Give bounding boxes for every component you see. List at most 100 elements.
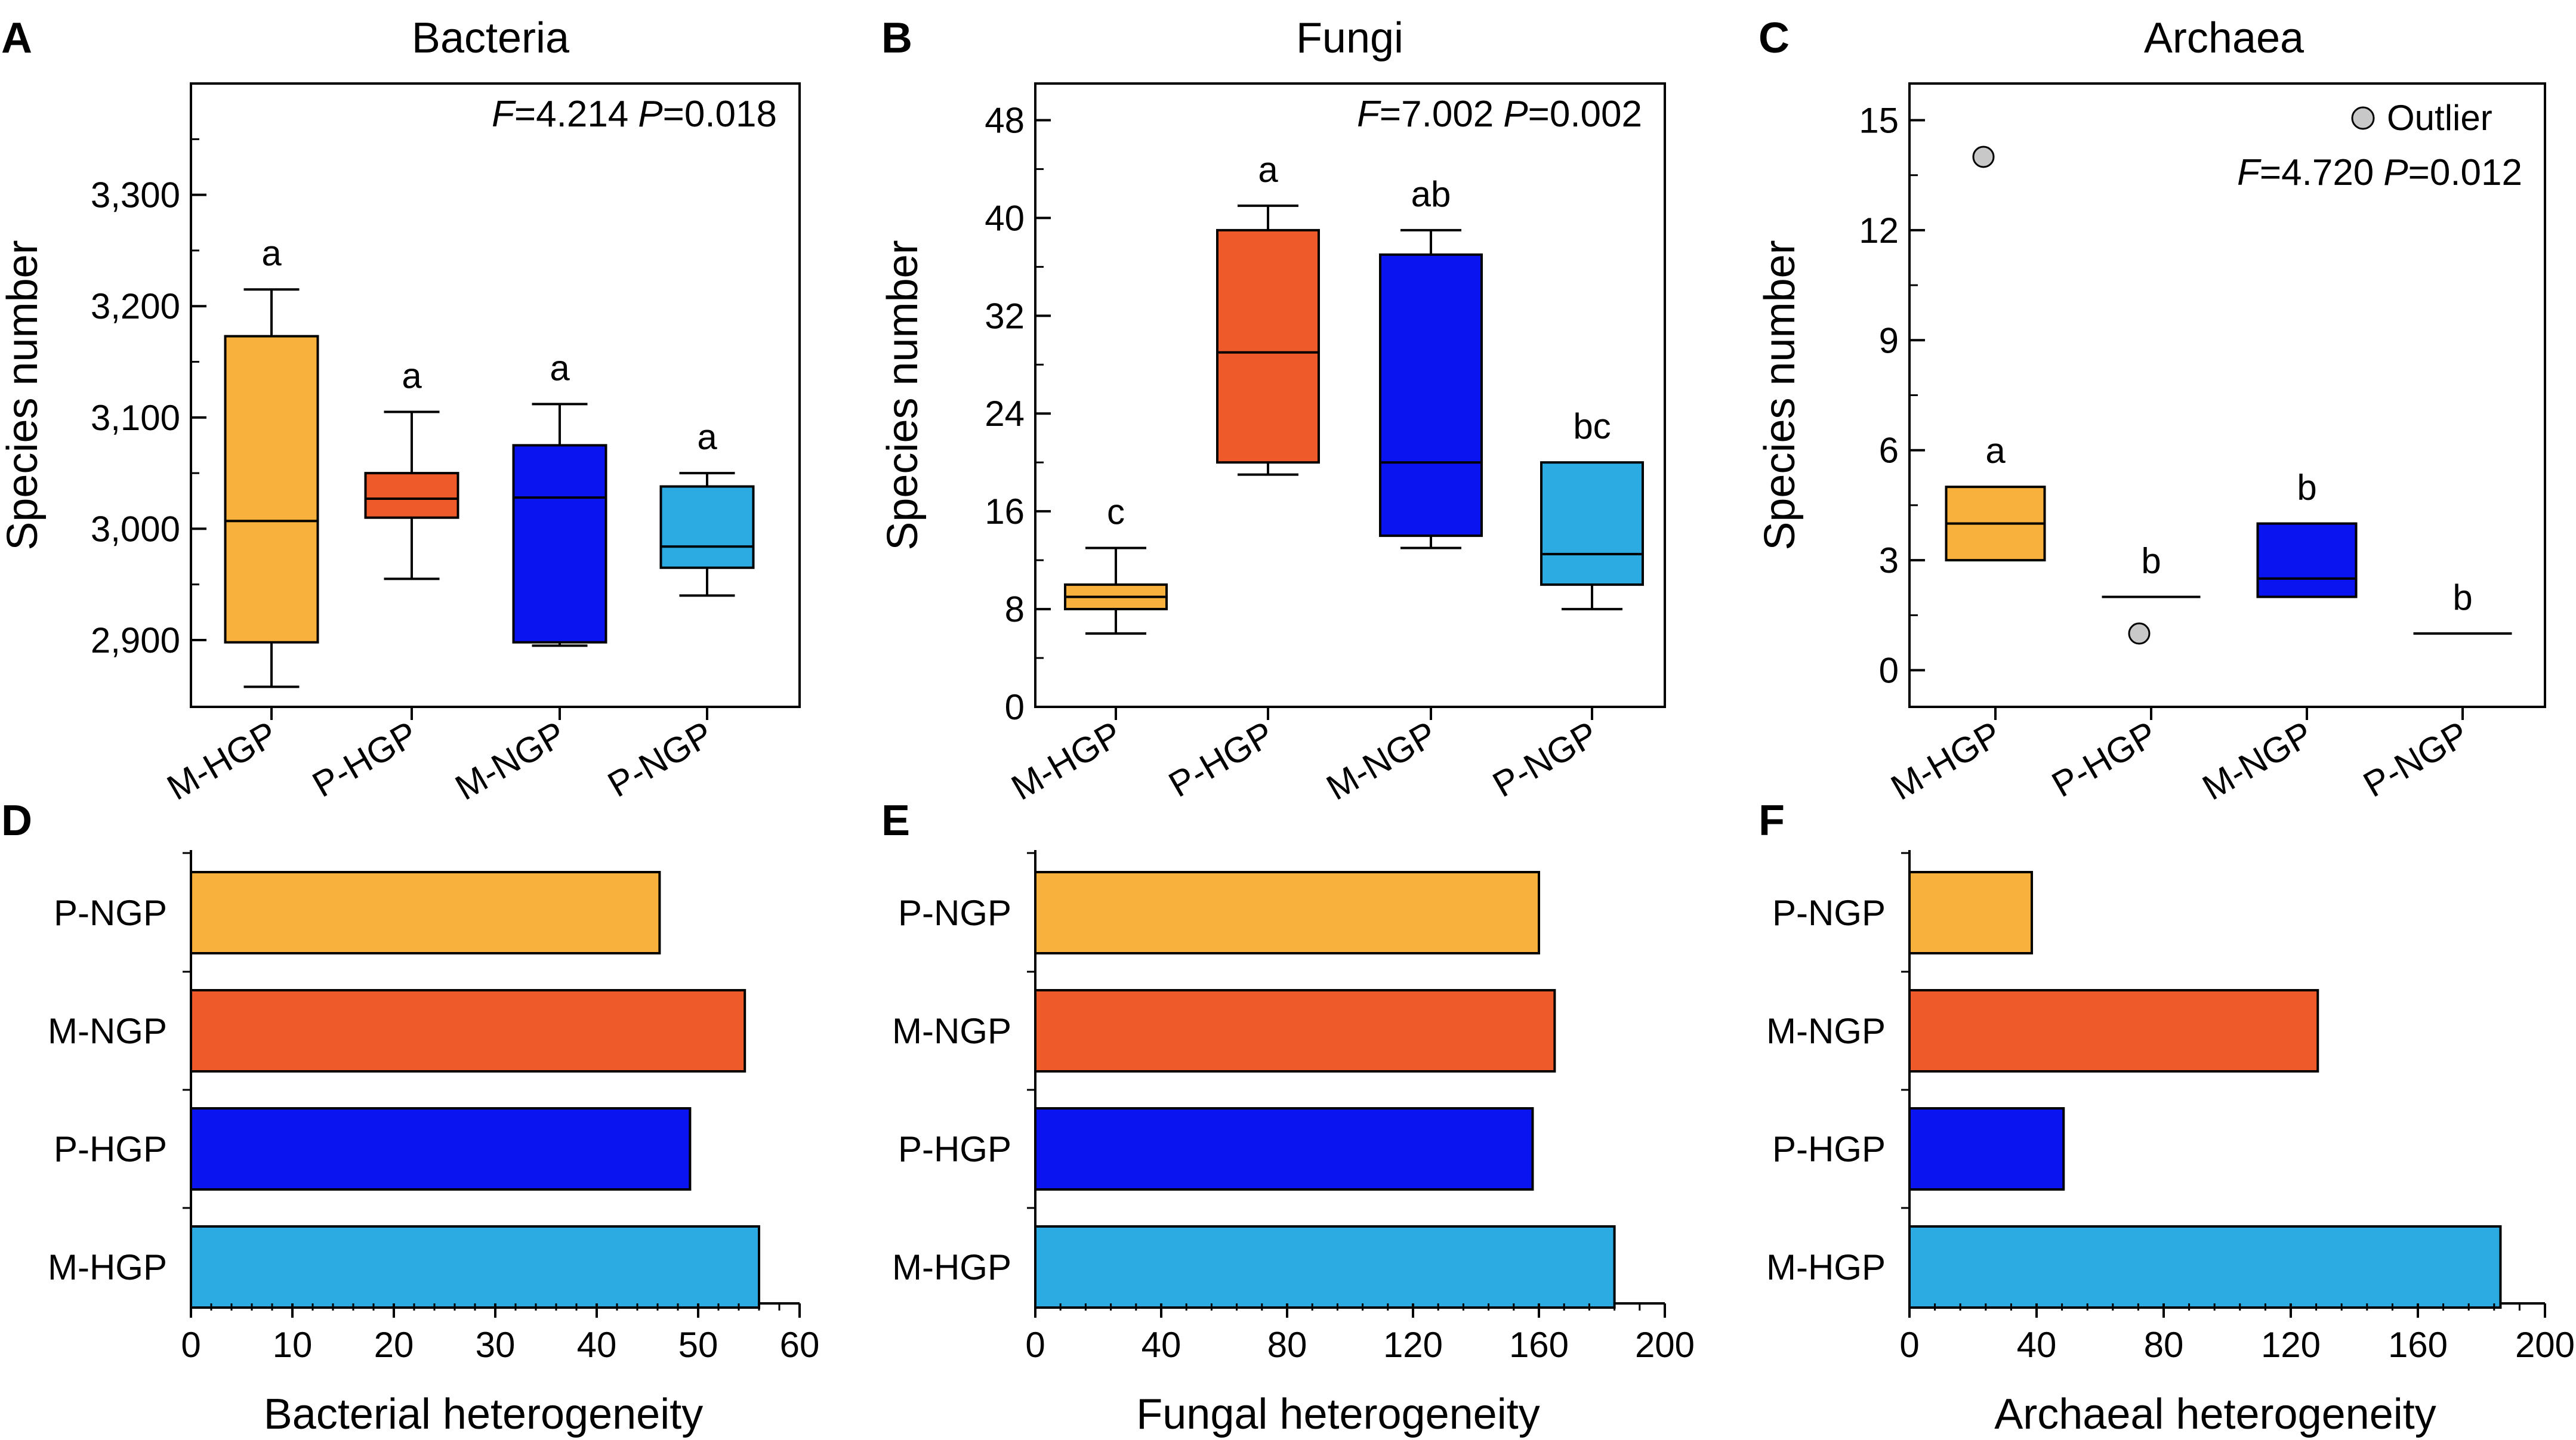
- box-p-ngp: bc: [1540, 406, 1644, 611]
- y-category-label: M-HGP: [892, 1247, 1011, 1287]
- y-tick-label: 48: [985, 100, 1025, 140]
- significance-letter: a: [1985, 431, 2006, 471]
- y-tick-label: 16: [985, 492, 1025, 531]
- stat-p-value: =0.012: [2408, 152, 2522, 193]
- bar-p-hgp: [190, 1107, 692, 1191]
- bar-m-ngp: [1034, 989, 1556, 1073]
- x-category-label: P-NGP: [601, 713, 719, 805]
- panel-b: B Fungi Species number 0 8 16 24 32 40 48 M-HGP P-H…: [879, 14, 1666, 808]
- y-category-label: M-HGP: [1766, 1247, 1886, 1287]
- stat-annotation: F=7.002 P=0.002: [1357, 94, 1642, 135]
- box-p-hgp: b: [2102, 541, 2201, 645]
- stat-p-label: P: [2383, 152, 2408, 193]
- y-category-label: P-NGP: [54, 893, 167, 933]
- stat-p-value: =0.002: [1528, 94, 1642, 135]
- x-tick-label: 0: [181, 1325, 200, 1365]
- bar-p-hgp: [1034, 1107, 1534, 1191]
- panel-title: Archaea: [2144, 14, 2304, 62]
- box-iqr: [224, 335, 319, 644]
- panel-label: D: [1, 797, 32, 845]
- stat-f-value: =4.214: [514, 94, 628, 135]
- y-tick-label: 8: [1005, 589, 1025, 629]
- y-tick-label: 6: [1879, 431, 1899, 471]
- bar-p-ngp: [1908, 871, 2034, 954]
- box-iqr: [1540, 461, 1644, 586]
- box-p-hgp: a: [1216, 150, 1320, 476]
- significance-letter: b: [2452, 577, 2472, 617]
- x-axis-label: Archaeal heterogeneity: [1994, 1390, 2436, 1438]
- x-tick-label: 200: [2515, 1325, 2575, 1365]
- x-tick-label: 120: [2261, 1325, 2321, 1365]
- bar-m-hgp: [1908, 1225, 2502, 1309]
- stat-f-value: =4.720: [2260, 152, 2374, 193]
- panel-label: F: [1759, 797, 1785, 845]
- x-category-label: P-HGP: [306, 713, 424, 805]
- box-p-ngp: b: [2413, 577, 2512, 635]
- bar-m-hgp: [190, 1225, 760, 1309]
- bar-m-ngp: [1908, 989, 2319, 1073]
- stat-p-value: =0.018: [663, 94, 777, 135]
- outlier-point: [2128, 622, 2151, 645]
- x-tick-label: 0: [1899, 1325, 1919, 1365]
- y-category-label: P-HGP: [1772, 1129, 1886, 1169]
- y-tick-label: 32: [985, 296, 1025, 336]
- x-category-label: P-NGP: [1486, 713, 1604, 805]
- bar-m-hgp: [1034, 1225, 1616, 1309]
- panel-d: D P-NGP M-NGP P-HGP M-HGP 0 10 20 30 40 50 60 Bacter…: [1, 797, 819, 1438]
- stat-f-label: F: [492, 94, 516, 135]
- x-tick-label: 160: [2388, 1325, 2448, 1365]
- x-category-label: M-HGP: [1005, 713, 1128, 808]
- panel-a: A Bacteria Species number 2,900 3,000 3,100 3,…: [0, 14, 801, 808]
- y-axis-label: Species number: [0, 240, 47, 550]
- x-tick-label: 50: [678, 1325, 718, 1365]
- y-tick-label: 0: [1879, 651, 1899, 691]
- bar-p-ngp: [1034, 871, 1540, 954]
- x-axis-label: Bacterial heterogeneity: [264, 1390, 703, 1438]
- y-tick-label: 3,300: [91, 175, 180, 215]
- box-m-ngp: ab: [1379, 174, 1483, 549]
- x-tick-label: 40: [577, 1325, 617, 1365]
- y-axis-label: Species number: [1756, 240, 1804, 550]
- x-category-label: P-HGP: [2045, 713, 2163, 805]
- x-tick-label: 160: [1509, 1325, 1569, 1365]
- box-m-hgp: a: [224, 233, 319, 688]
- bar-m-ngp: [190, 989, 746, 1073]
- x-tick-label: 40: [1142, 1325, 1181, 1365]
- bar-p-ngp: [190, 871, 661, 954]
- x-tick-label: 120: [1383, 1325, 1443, 1365]
- stat-f-label: F: [2237, 152, 2262, 193]
- stat-annotation: F=4.214 P=0.018: [492, 94, 777, 135]
- x-tick-label: 200: [1635, 1325, 1695, 1365]
- x-tick-label: 60: [780, 1325, 820, 1365]
- stat-f-value: =7.002: [1380, 94, 1494, 135]
- y-category-label: M-NGP: [48, 1011, 167, 1051]
- y-tick-label: 3,200: [91, 286, 180, 326]
- significance-letter: bc: [1573, 406, 1611, 446]
- panel-title: Bacteria: [412, 14, 570, 62]
- x-category-label: M-HGP: [1884, 713, 2008, 808]
- panel-e: E P-NGP M-NGP P-HGP M-HGP 0 40 80 120 160 200 Funga…: [881, 797, 1695, 1438]
- y-category-label: P-HGP: [54, 1129, 167, 1169]
- y-category-label: M-NGP: [892, 1011, 1011, 1051]
- x-category-label: M-HGP: [161, 713, 284, 808]
- y-axis-label: Species number: [879, 240, 927, 550]
- y-tick-label: 24: [985, 394, 1025, 434]
- legend-outlier-marker: [2351, 106, 2375, 130]
- panel-label: C: [1759, 14, 1790, 62]
- significance-letter: c: [1107, 492, 1125, 532]
- box-m-ngp: a: [512, 348, 607, 647]
- stat-p-label: P: [1503, 94, 1528, 135]
- box-m-hgp: c: [1064, 492, 1168, 635]
- significance-letter: a: [1258, 150, 1278, 190]
- y-tick-label: 3,000: [91, 509, 180, 549]
- significance-letter: a: [550, 348, 570, 388]
- y-category-label: M-HGP: [48, 1247, 167, 1287]
- y-tick-label: 12: [1859, 211, 1899, 251]
- x-category-label: P-NGP: [2356, 713, 2475, 805]
- stat-p-label: P: [638, 94, 662, 135]
- box-iqr: [1379, 253, 1483, 537]
- legend-outlier-label: Outlier: [2387, 98, 2492, 138]
- x-axis-label: Fungal heterogeneity: [1136, 1390, 1540, 1438]
- panel-label: B: [881, 14, 912, 62]
- x-tick-label: 30: [476, 1325, 516, 1365]
